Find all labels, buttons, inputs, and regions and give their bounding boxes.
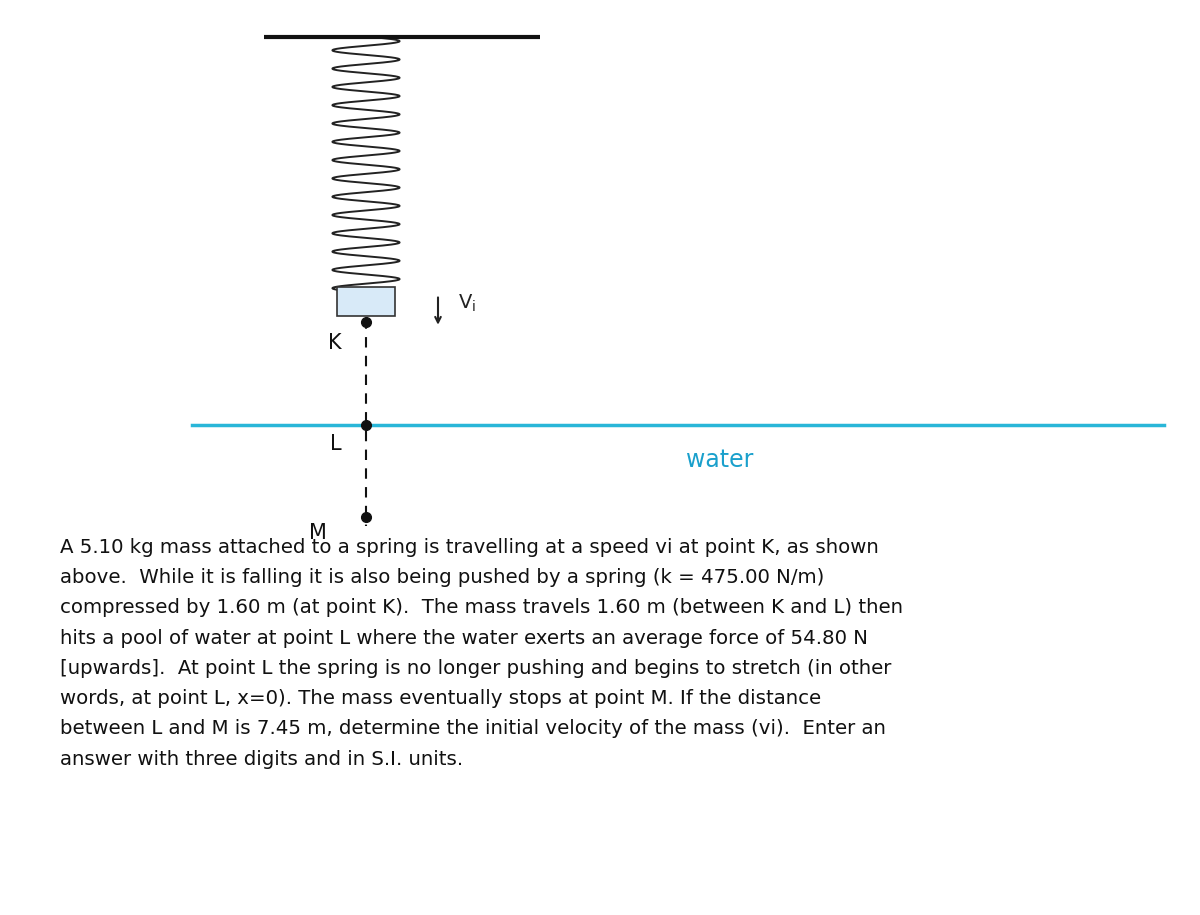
Text: water: water xyxy=(686,448,754,472)
Bar xyxy=(337,286,395,316)
Text: M: M xyxy=(308,522,326,543)
Text: $\mathregular{V_i}$: $\mathregular{V_i}$ xyxy=(458,293,476,315)
Text: A 5.10 kg mass attached to a spring is travelling at a speed vi at point K, as s: A 5.10 kg mass attached to a spring is t… xyxy=(60,538,904,769)
Text: K: K xyxy=(329,333,342,353)
Text: L: L xyxy=(330,434,342,454)
